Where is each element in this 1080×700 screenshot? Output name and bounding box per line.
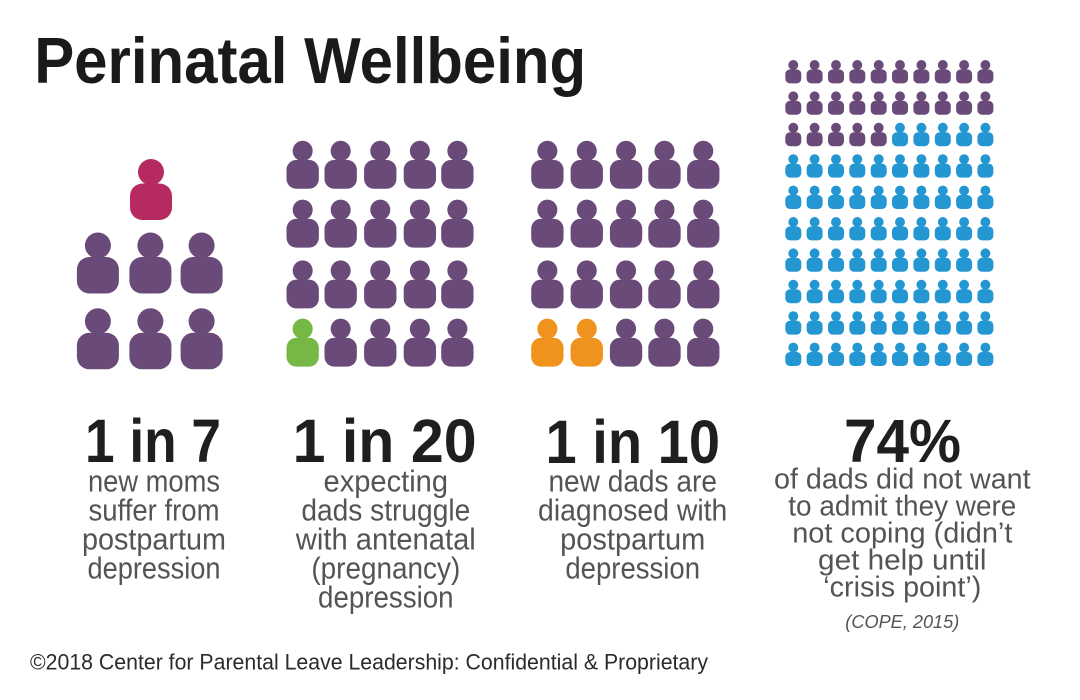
svg-text:new moms: new moms (88, 463, 220, 498)
svg-text:expecting: expecting (324, 463, 449, 498)
svg-text:1 in 20: 1 in 20 (293, 407, 477, 475)
svg-text:Perinatal Wellbeing: Perinatal Wellbeing (34, 24, 586, 97)
svg-text:1 in 7: 1 in 7 (85, 407, 221, 475)
svg-text:suffer from: suffer from (89, 492, 220, 527)
svg-text:not coping (didn’t: not coping (didn’t (792, 518, 1012, 550)
svg-text:diagnosed with: diagnosed with (538, 492, 727, 527)
svg-text:postpartum: postpartum (82, 521, 226, 556)
svg-text:dads struggle: dads struggle (301, 492, 470, 527)
svg-text:new dads are: new dads are (548, 463, 717, 498)
svg-text:get help until: get help until (818, 545, 987, 577)
svg-text:to admit they were: to admit they were (788, 491, 1016, 523)
svg-text:©2018 Center for Parental Leav: ©2018 Center for Parental Leave Leadersh… (30, 650, 708, 675)
svg-text:of dads did not want: of dads did not want (774, 464, 1031, 496)
svg-text:with antenatal: with antenatal (295, 521, 476, 556)
svg-text:(COPE, 2015): (COPE, 2015) (845, 612, 959, 632)
svg-text:depression: depression (318, 579, 454, 614)
svg-text:postpartum: postpartum (560, 521, 705, 556)
svg-text:depression: depression (565, 550, 700, 585)
svg-text:1 in 10: 1 in 10 (546, 408, 721, 476)
svg-text:‘crisis point’): ‘crisis point’) (823, 572, 981, 604)
svg-text:(pregnancy): (pregnancy) (311, 550, 460, 585)
svg-text:depression: depression (88, 550, 221, 585)
svg-text:74%: 74% (844, 407, 961, 475)
